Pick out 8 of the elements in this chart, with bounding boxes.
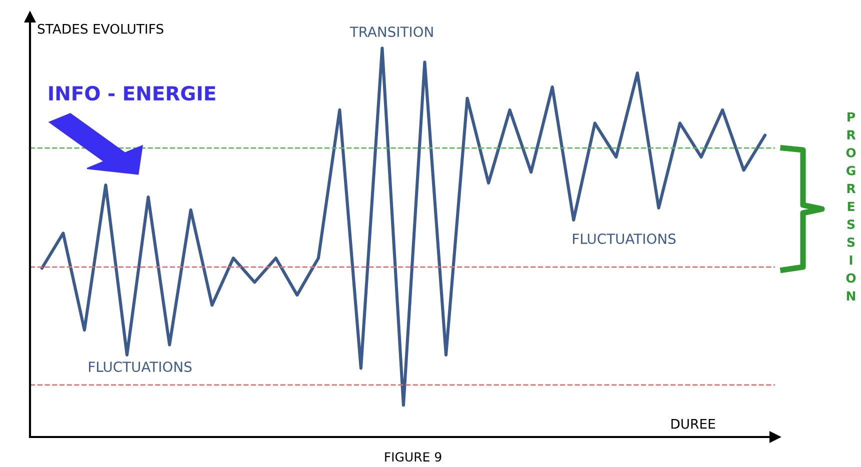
- caption: FIGURE 9: [385, 452, 442, 462]
- text: TRANSITION: [350, 26, 433, 38]
- annotation: FLUCTUATIONS: [89, 362, 192, 372]
- text: PROGRESSION: [846, 112, 856, 300]
- y-axis-title: STADES EVOLUTIFS: [38, 24, 164, 34]
- annotation: INFO - ENERGIE: [49, 86, 216, 101]
- x-axis-title: DUREE: [671, 419, 715, 429]
- annotation: FLUCTUATIONS: [573, 234, 676, 244]
